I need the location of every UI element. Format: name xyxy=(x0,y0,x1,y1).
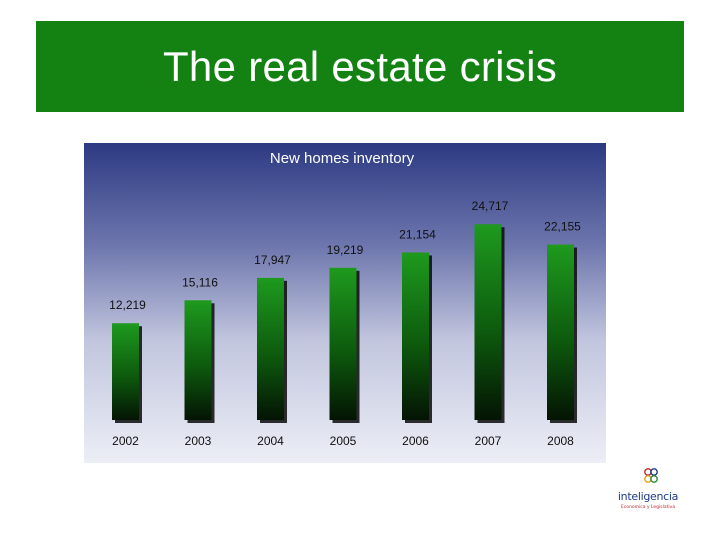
bar-2004 xyxy=(257,277,284,420)
bar-2007 xyxy=(474,224,502,420)
x-tick-label-2003: 2003 xyxy=(185,434,212,448)
bar-2003 xyxy=(184,300,212,420)
logo-wordmark: inteligencia xyxy=(617,490,679,503)
logo-tagline: Economica y Legislativa xyxy=(620,505,676,510)
slide-title: The real estate crisis xyxy=(162,43,558,90)
bar-2006 xyxy=(402,252,429,420)
data-label-2005: 19,219 xyxy=(327,243,364,257)
x-tick-label-2007: 2007 xyxy=(475,434,502,448)
title-banner: The real estate crisis xyxy=(36,21,684,112)
bar-2002 xyxy=(112,323,139,420)
x-tick-label-2002: 2002 xyxy=(112,434,139,448)
chart-title: New homes inventory xyxy=(270,150,415,167)
data-label-2006: 21,154 xyxy=(399,227,436,241)
chart-panel: New homes inventory 12,219 2002 15,116 2003… xyxy=(84,143,606,463)
x-tick-label-2004: 2004 xyxy=(257,434,284,448)
inteligencia-logo: inteligencia Economica y Legislativa xyxy=(612,468,684,514)
bar-chart: New homes inventory 12,219 2002 15,116 2003… xyxy=(109,150,581,448)
x-tick-label-2008: 2008 xyxy=(547,434,574,448)
x-tick-label-2006: 2006 xyxy=(402,434,429,448)
logo-circles-icon xyxy=(644,468,658,483)
data-label-2003: 15,116 xyxy=(182,275,218,289)
bar-2005 xyxy=(329,267,357,420)
data-label-2004: 17,947 xyxy=(254,253,291,267)
x-tick-label-2005: 2005 xyxy=(330,434,357,448)
data-label-2002: 12,219 xyxy=(109,298,146,312)
bar-2008 xyxy=(547,244,574,420)
data-label-2007: 24,717 xyxy=(472,199,509,213)
data-label-2008: 22,155 xyxy=(544,220,581,234)
